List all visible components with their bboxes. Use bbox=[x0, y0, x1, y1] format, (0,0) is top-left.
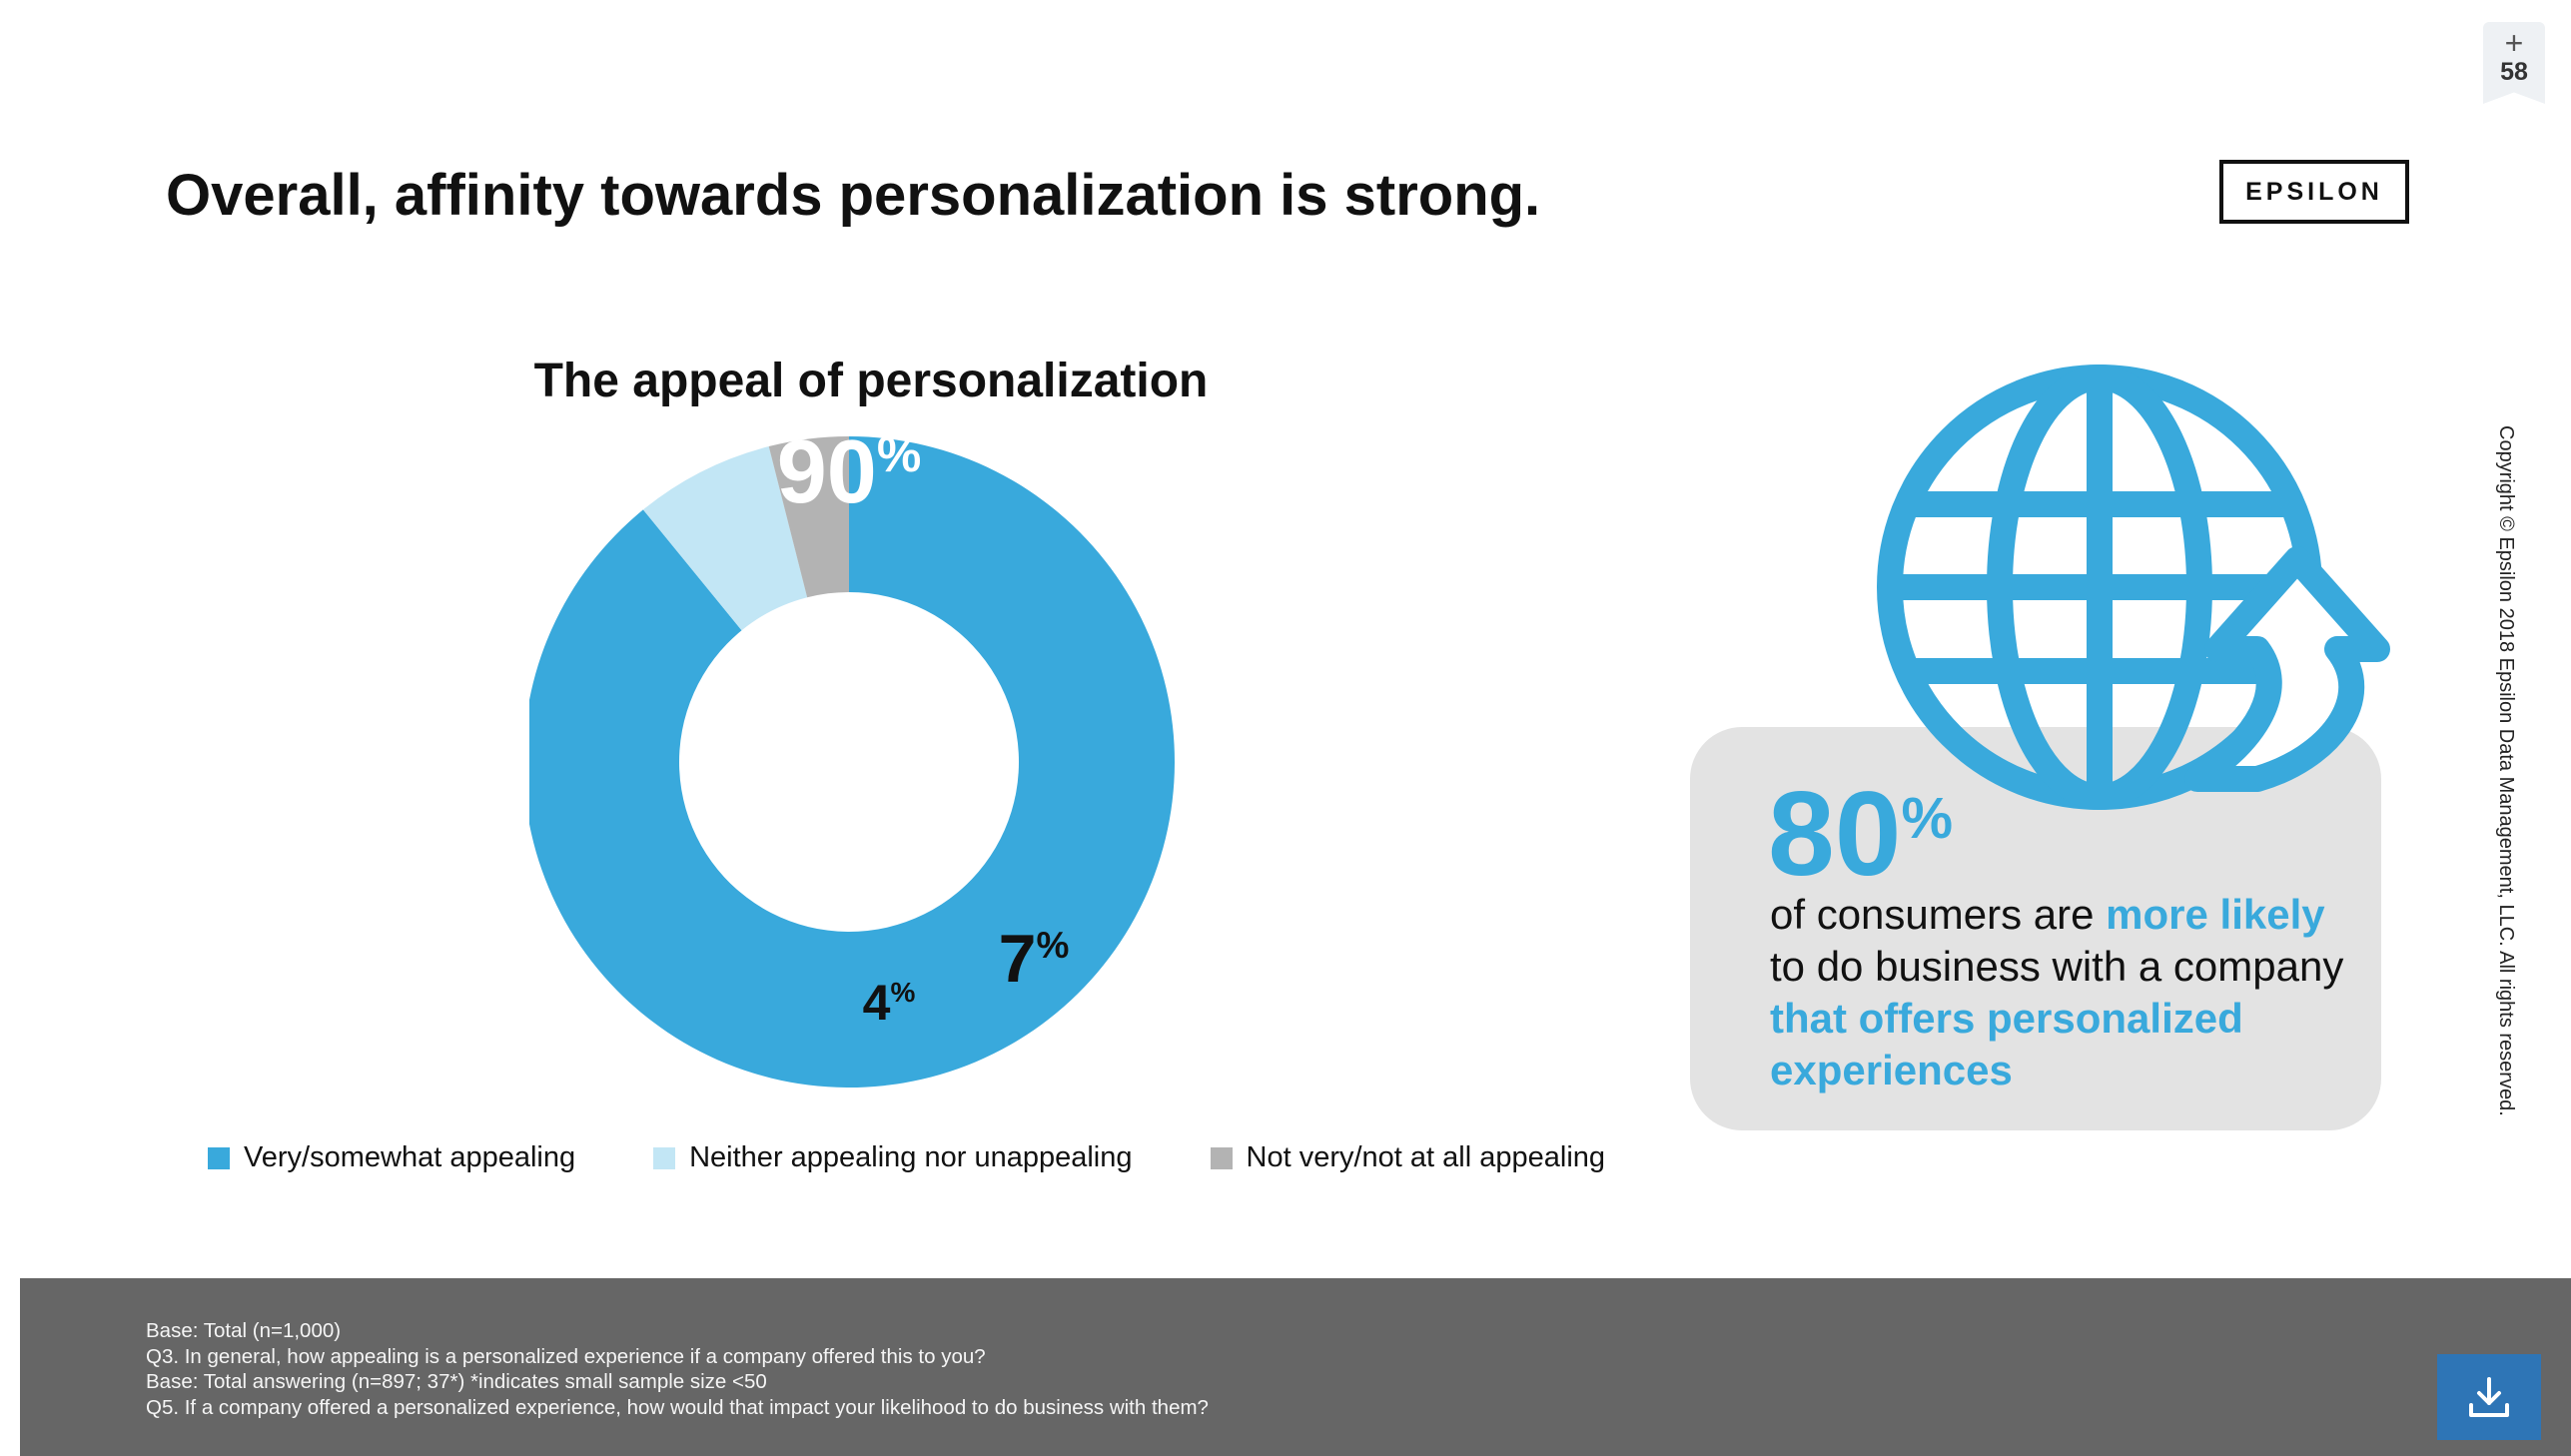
donut-chart: 90% 7% 4% bbox=[529, 429, 1175, 1088]
legend-label: Neither appealing nor unappealing bbox=[689, 1141, 1133, 1173]
chart-legend: Very/somewhat appealing Neither appealin… bbox=[208, 1141, 1605, 1174]
download-button[interactable] bbox=[2437, 1354, 2541, 1440]
epsilon-logo: EPSILON bbox=[2219, 160, 2409, 224]
footnote-line: Base: Total (n=1,000) bbox=[146, 1319, 342, 1342]
legend-item-neither: Neither appealing nor unappealing bbox=[653, 1141, 1133, 1174]
callout-stat-unit: % bbox=[1901, 786, 1954, 851]
callout-text-plain: to do business with a company bbox=[1770, 943, 2344, 990]
legend-swatch bbox=[1210, 1146, 1233, 1169]
legend-swatch bbox=[653, 1146, 676, 1169]
footnote-line: Q5. If a company offered a personalized … bbox=[146, 1395, 1209, 1419]
legend-label: Not very/not at all appealing bbox=[1246, 1141, 1606, 1173]
slide-title: Overall, affinity towards personalizatio… bbox=[166, 163, 1541, 228]
legend-label: Very/somewhat appealing bbox=[244, 1141, 576, 1173]
callout-text: of consumers are more likely to do busin… bbox=[1770, 889, 2369, 1096]
plus-icon[interactable]: + bbox=[2504, 25, 2524, 61]
callout-stat: 80% bbox=[1768, 769, 1953, 899]
donut-slice-appealing bbox=[529, 436, 1175, 1088]
page-badge[interactable]: + 58 bbox=[2483, 22, 2545, 104]
page-number: 58 bbox=[2500, 58, 2528, 86]
donut-data-label: 4% bbox=[863, 975, 916, 1031]
copyright-notice: Copyright © Epsilon 2018 Epsilon Data Ma… bbox=[2495, 425, 2517, 1116]
callout-text-highlight: more likely bbox=[2106, 891, 2325, 938]
footnote-bar: Base: Total (n=1,000) Q3. In general, ho… bbox=[20, 1278, 2571, 1456]
chart-title: The appeal of personalization bbox=[533, 355, 1209, 407]
globe-arrow-icon bbox=[1877, 364, 2390, 810]
legend-swatch bbox=[208, 1146, 230, 1169]
footnote-line: Base: Total answering (n=897; 37*) *indi… bbox=[146, 1370, 767, 1393]
footnote-line: Q3. In general, how appealing is a perso… bbox=[146, 1344, 986, 1368]
legend-item-appealing: Very/somewhat appealing bbox=[208, 1141, 575, 1174]
donut-slice-not-appealing bbox=[768, 436, 849, 598]
download-icon bbox=[2469, 1377, 2509, 1417]
legend-item-not-appealing: Not very/not at all appealing bbox=[1210, 1141, 1606, 1174]
footnotes: Base: Total (n=1,000) Q3. In general, ho… bbox=[146, 1318, 1209, 1420]
donut-slice-neither bbox=[642, 446, 808, 631]
callout-text-plain: of consumers are bbox=[1770, 891, 2107, 938]
donut-data-label: 90% bbox=[777, 429, 922, 522]
callout-stat-value: 80 bbox=[1768, 767, 1902, 901]
donut-data-label: 7% bbox=[999, 921, 1070, 997]
callout-text-highlight: that offers personalized experiences bbox=[1770, 995, 2243, 1093]
